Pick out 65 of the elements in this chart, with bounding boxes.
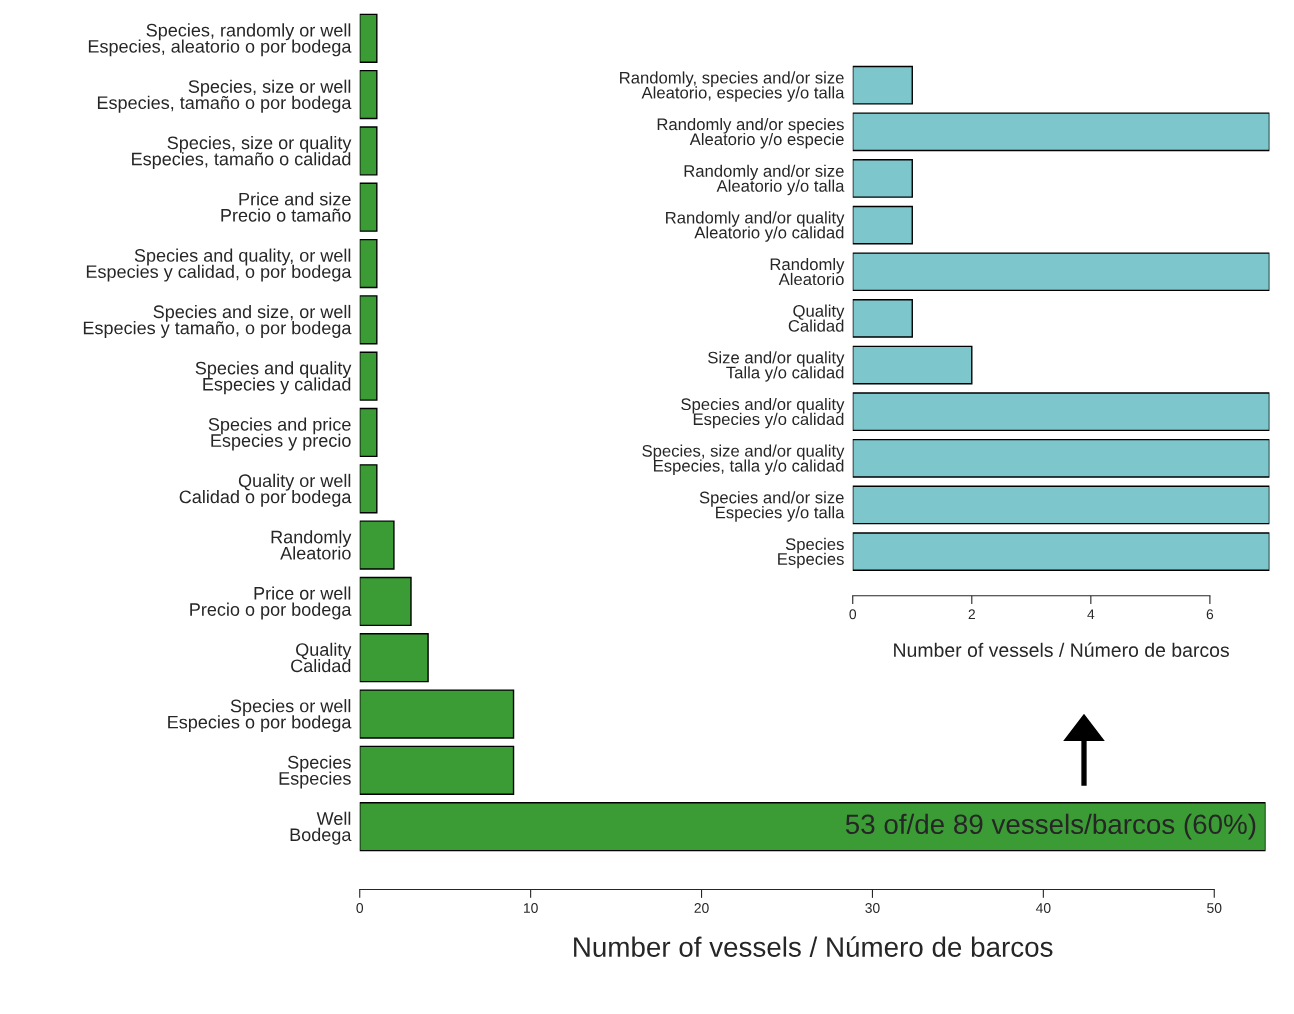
x-tick-label: 30 bbox=[865, 903, 880, 913]
y-tick-label: Species, size or quality Especies, tamaño o calidad bbox=[132, 135, 352, 169]
x-tick-label: 6 bbox=[1206, 609, 1214, 620]
y-tick-label: Randomly Aleatorio bbox=[271, 530, 352, 560]
y-tick-label: Quality Calidad bbox=[788, 304, 845, 332]
y-tick-label: Quality or well Calidad o por bodega bbox=[179, 473, 352, 507]
y-tick-label: Species, randomly or well Especies, aleatorio o por bodega bbox=[88, 23, 352, 57]
bar bbox=[852, 532, 1270, 571]
y-tick-label: Species, size and/or quality Especies, talla y/o calidad bbox=[642, 444, 845, 475]
x-tick-label: 20 bbox=[694, 903, 709, 913]
y-tick-label: Species and/or quality Especies y/o calidad bbox=[681, 397, 845, 429]
bar bbox=[852, 299, 913, 338]
x-axis-title: Number of vessels / Número de barcos bbox=[894, 642, 1229, 658]
bar bbox=[359, 351, 378, 401]
bar bbox=[359, 633, 429, 683]
x-tick-label: 50 bbox=[1207, 903, 1222, 913]
x-tick-label: 4 bbox=[1087, 609, 1095, 620]
y-tick-label: Species Especies bbox=[778, 537, 844, 569]
y-tick-label: Species and/or size Especies y/o talla bbox=[699, 491, 845, 522]
bar bbox=[359, 576, 412, 627]
bar bbox=[852, 485, 1270, 525]
bar bbox=[852, 65, 913, 105]
y-tick-label: Species or well Especies o por bodega bbox=[168, 699, 352, 733]
bar bbox=[359, 13, 378, 63]
bar bbox=[359, 464, 378, 514]
y-tick-label: Randomly and/or size Aleatorio y/o talla bbox=[684, 164, 845, 196]
annotation: 53 of/de 89 vessels/barcos (60%) bbox=[845, 813, 1256, 840]
x-tick-label: 10 bbox=[523, 903, 538, 913]
bar bbox=[359, 407, 378, 458]
bar bbox=[359, 802, 1266, 852]
y-tick-label: Species and quality, or well Especies y calidad, o por bodega bbox=[86, 248, 352, 282]
bar bbox=[359, 182, 378, 232]
bar bbox=[359, 238, 378, 289]
bar bbox=[852, 345, 973, 385]
y-tick-label: Randomly, species and/or size Aleatorio, especies y/o talla bbox=[620, 71, 845, 102]
bar bbox=[852, 392, 1270, 432]
bar bbox=[852, 112, 1270, 152]
y-tick-label: Species Especies bbox=[279, 755, 351, 789]
y-tick-label: Species and price Especies y precio bbox=[208, 417, 351, 451]
y-tick-label: Price or well Precio o por bodega bbox=[190, 586, 352, 620]
bar bbox=[359, 689, 515, 739]
bar bbox=[852, 438, 1270, 478]
y-tick-label: Well Bodega bbox=[290, 811, 352, 845]
y-tick-label: Size and/or quality Talla y/o calidad bbox=[708, 351, 845, 382]
bar bbox=[852, 159, 913, 198]
bar bbox=[359, 745, 515, 795]
y-tick-label: Price and size Precio o tamaño bbox=[221, 192, 351, 222]
y-tick-label: Randomly Aleatorio bbox=[770, 257, 845, 286]
x-tick-label: 2 bbox=[968, 609, 975, 620]
bar bbox=[359, 295, 378, 345]
y-tick-label: Randomly and/or species Aleatorio y/o especie bbox=[657, 118, 844, 149]
y-tick-label: Species, size or well Especies, tamaño o por bodega bbox=[97, 79, 352, 113]
bar bbox=[852, 252, 1270, 292]
y-tick-label: Species and quality Especies y calidad bbox=[195, 361, 352, 395]
bar bbox=[359, 126, 378, 176]
x-tick-label: 0 bbox=[356, 903, 364, 913]
x-axis-title: Number of vessels / Número de barcos bbox=[574, 936, 1053, 957]
bar bbox=[359, 69, 378, 120]
bar bbox=[359, 520, 395, 570]
x-tick-label: 0 bbox=[849, 609, 857, 620]
x-tick-label: 40 bbox=[1035, 903, 1051, 913]
bar bbox=[852, 205, 913, 245]
y-tick-label: Quality Calidad bbox=[291, 642, 352, 673]
y-tick-label: Species and size, or well Especies y tamaño, o por bodega bbox=[83, 304, 352, 338]
y-tick-label: Randomly and/or quality Aleatorio y/o calidad bbox=[666, 211, 845, 242]
